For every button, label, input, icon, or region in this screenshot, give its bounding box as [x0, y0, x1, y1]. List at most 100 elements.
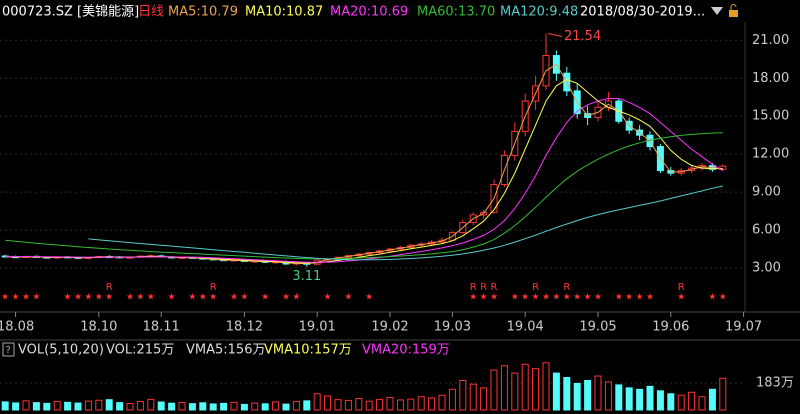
signal-star: ★: [147, 293, 155, 303]
volume-bar: [480, 387, 488, 411]
volume-bar: [563, 377, 571, 411]
signal-star: ★: [719, 293, 727, 303]
volume-legend: VMA20:159万: [362, 343, 450, 358]
help-icon[interactable]: [2, 342, 15, 357]
signal-r: R: [491, 282, 498, 293]
volume-legend: VMA5:156万: [186, 343, 265, 358]
signal-star: ★: [480, 293, 488, 303]
volume-bar: [542, 362, 550, 411]
x-tick-label: 19.01: [299, 320, 336, 335]
x-tick-label: 19.05: [579, 320, 616, 335]
signal-star: ★: [563, 293, 571, 303]
volume-tick-label: 183万: [756, 375, 794, 390]
volume-bar: [376, 398, 384, 411]
x-tick-label: 18.10: [80, 320, 117, 335]
signal-star: ★: [344, 293, 352, 303]
volume-bar: [396, 399, 404, 411]
signal-star: ★: [615, 293, 623, 303]
signal-star: ★: [677, 293, 685, 303]
signal-star: ★: [365, 293, 373, 303]
volume-bar: [272, 401, 280, 411]
signal-star: ★: [573, 293, 581, 303]
volume-bar: [64, 401, 72, 411]
annotation: 3.11: [292, 269, 321, 284]
ma-line: [5, 78, 723, 264]
y-tick-label: 18.00: [752, 71, 789, 86]
volume-bar: [500, 365, 508, 411]
volume-bar: [667, 393, 675, 411]
volume-bar: [355, 397, 363, 411]
y-tick-label: 12.00: [752, 147, 789, 162]
ma-line: [5, 63, 723, 265]
volume-bar: [84, 400, 92, 411]
lock-icon[interactable]: [729, 10, 738, 17]
signal-star: ★: [594, 293, 602, 303]
volume-bar: [448, 388, 456, 411]
volume-bar: [116, 402, 124, 411]
volume-bar: [178, 401, 186, 411]
volume-bar: [74, 402, 82, 411]
y-tick-label: 3.00: [752, 261, 781, 276]
signal-star: ★: [168, 293, 176, 303]
signal-star: ★: [324, 293, 332, 303]
volume-bar: [313, 393, 321, 411]
signal-star: ★: [199, 293, 207, 303]
volume-bar: [157, 401, 165, 411]
signal-star: ★: [542, 293, 550, 303]
volume-bar: [105, 399, 113, 411]
volume-bar: [251, 402, 259, 411]
signal-star: ★: [64, 293, 72, 303]
dropdown-icon[interactable]: [711, 7, 723, 15]
volume-bar: [22, 400, 30, 411]
volume-bar: [584, 379, 592, 411]
volume-bar: [230, 401, 238, 411]
signal-star: ★: [230, 293, 238, 303]
period[interactable]: 日线: [138, 5, 164, 20]
volume-bar: [459, 379, 467, 411]
volume-bar: [719, 377, 727, 411]
volume-bar: [417, 396, 425, 411]
signal-star: ★: [84, 293, 92, 303]
volume-bar: [209, 403, 217, 411]
volume-bar: [490, 369, 498, 411]
signal-r: R: [532, 282, 539, 293]
signal-star: ★: [521, 293, 529, 303]
x-tick-label: 19.02: [371, 320, 408, 335]
volume-bar: [43, 402, 51, 411]
signal-r: R: [480, 282, 487, 293]
signal-star: ★: [22, 293, 30, 303]
volume-bar: [324, 395, 332, 411]
volume-bar: [656, 390, 664, 411]
signal-star: ★: [552, 293, 560, 303]
legend-entry: MA5:10.79: [168, 5, 238, 20]
date-range: 2018/08/30-2019...: [580, 5, 705, 20]
volume-bar: [646, 385, 654, 411]
signal-r: R: [678, 282, 685, 293]
volume-bar: [292, 400, 300, 411]
ma-line: [5, 98, 724, 263]
x-tick-label: 18.12: [226, 320, 263, 335]
volume-bar: [386, 396, 394, 411]
signal-star: ★: [532, 293, 540, 303]
signal-star: ★: [240, 293, 248, 303]
volume-bar: [532, 368, 540, 411]
legend-entry: MA20:10.69: [330, 5, 408, 20]
volume-bar: [594, 375, 602, 411]
signal-star: ★: [511, 293, 519, 303]
signal-r: R: [106, 282, 113, 293]
signal-star: ★: [292, 293, 300, 303]
y-tick-label: 6.00: [752, 223, 781, 238]
volume-bar: [438, 394, 446, 411]
volume-bar: [428, 397, 436, 411]
volume-bar: [136, 401, 144, 411]
volume-bar: [126, 403, 134, 411]
legend-entry: MA10:10.87: [245, 5, 323, 20]
x-tick-label: 19.03: [434, 320, 471, 335]
volume-bar: [636, 388, 644, 411]
volume-bar: [604, 381, 612, 411]
signal-star: ★: [209, 293, 217, 303]
volume-bar: [32, 402, 40, 411]
volume-bar: [521, 363, 529, 411]
signal-star: ★: [74, 293, 82, 303]
